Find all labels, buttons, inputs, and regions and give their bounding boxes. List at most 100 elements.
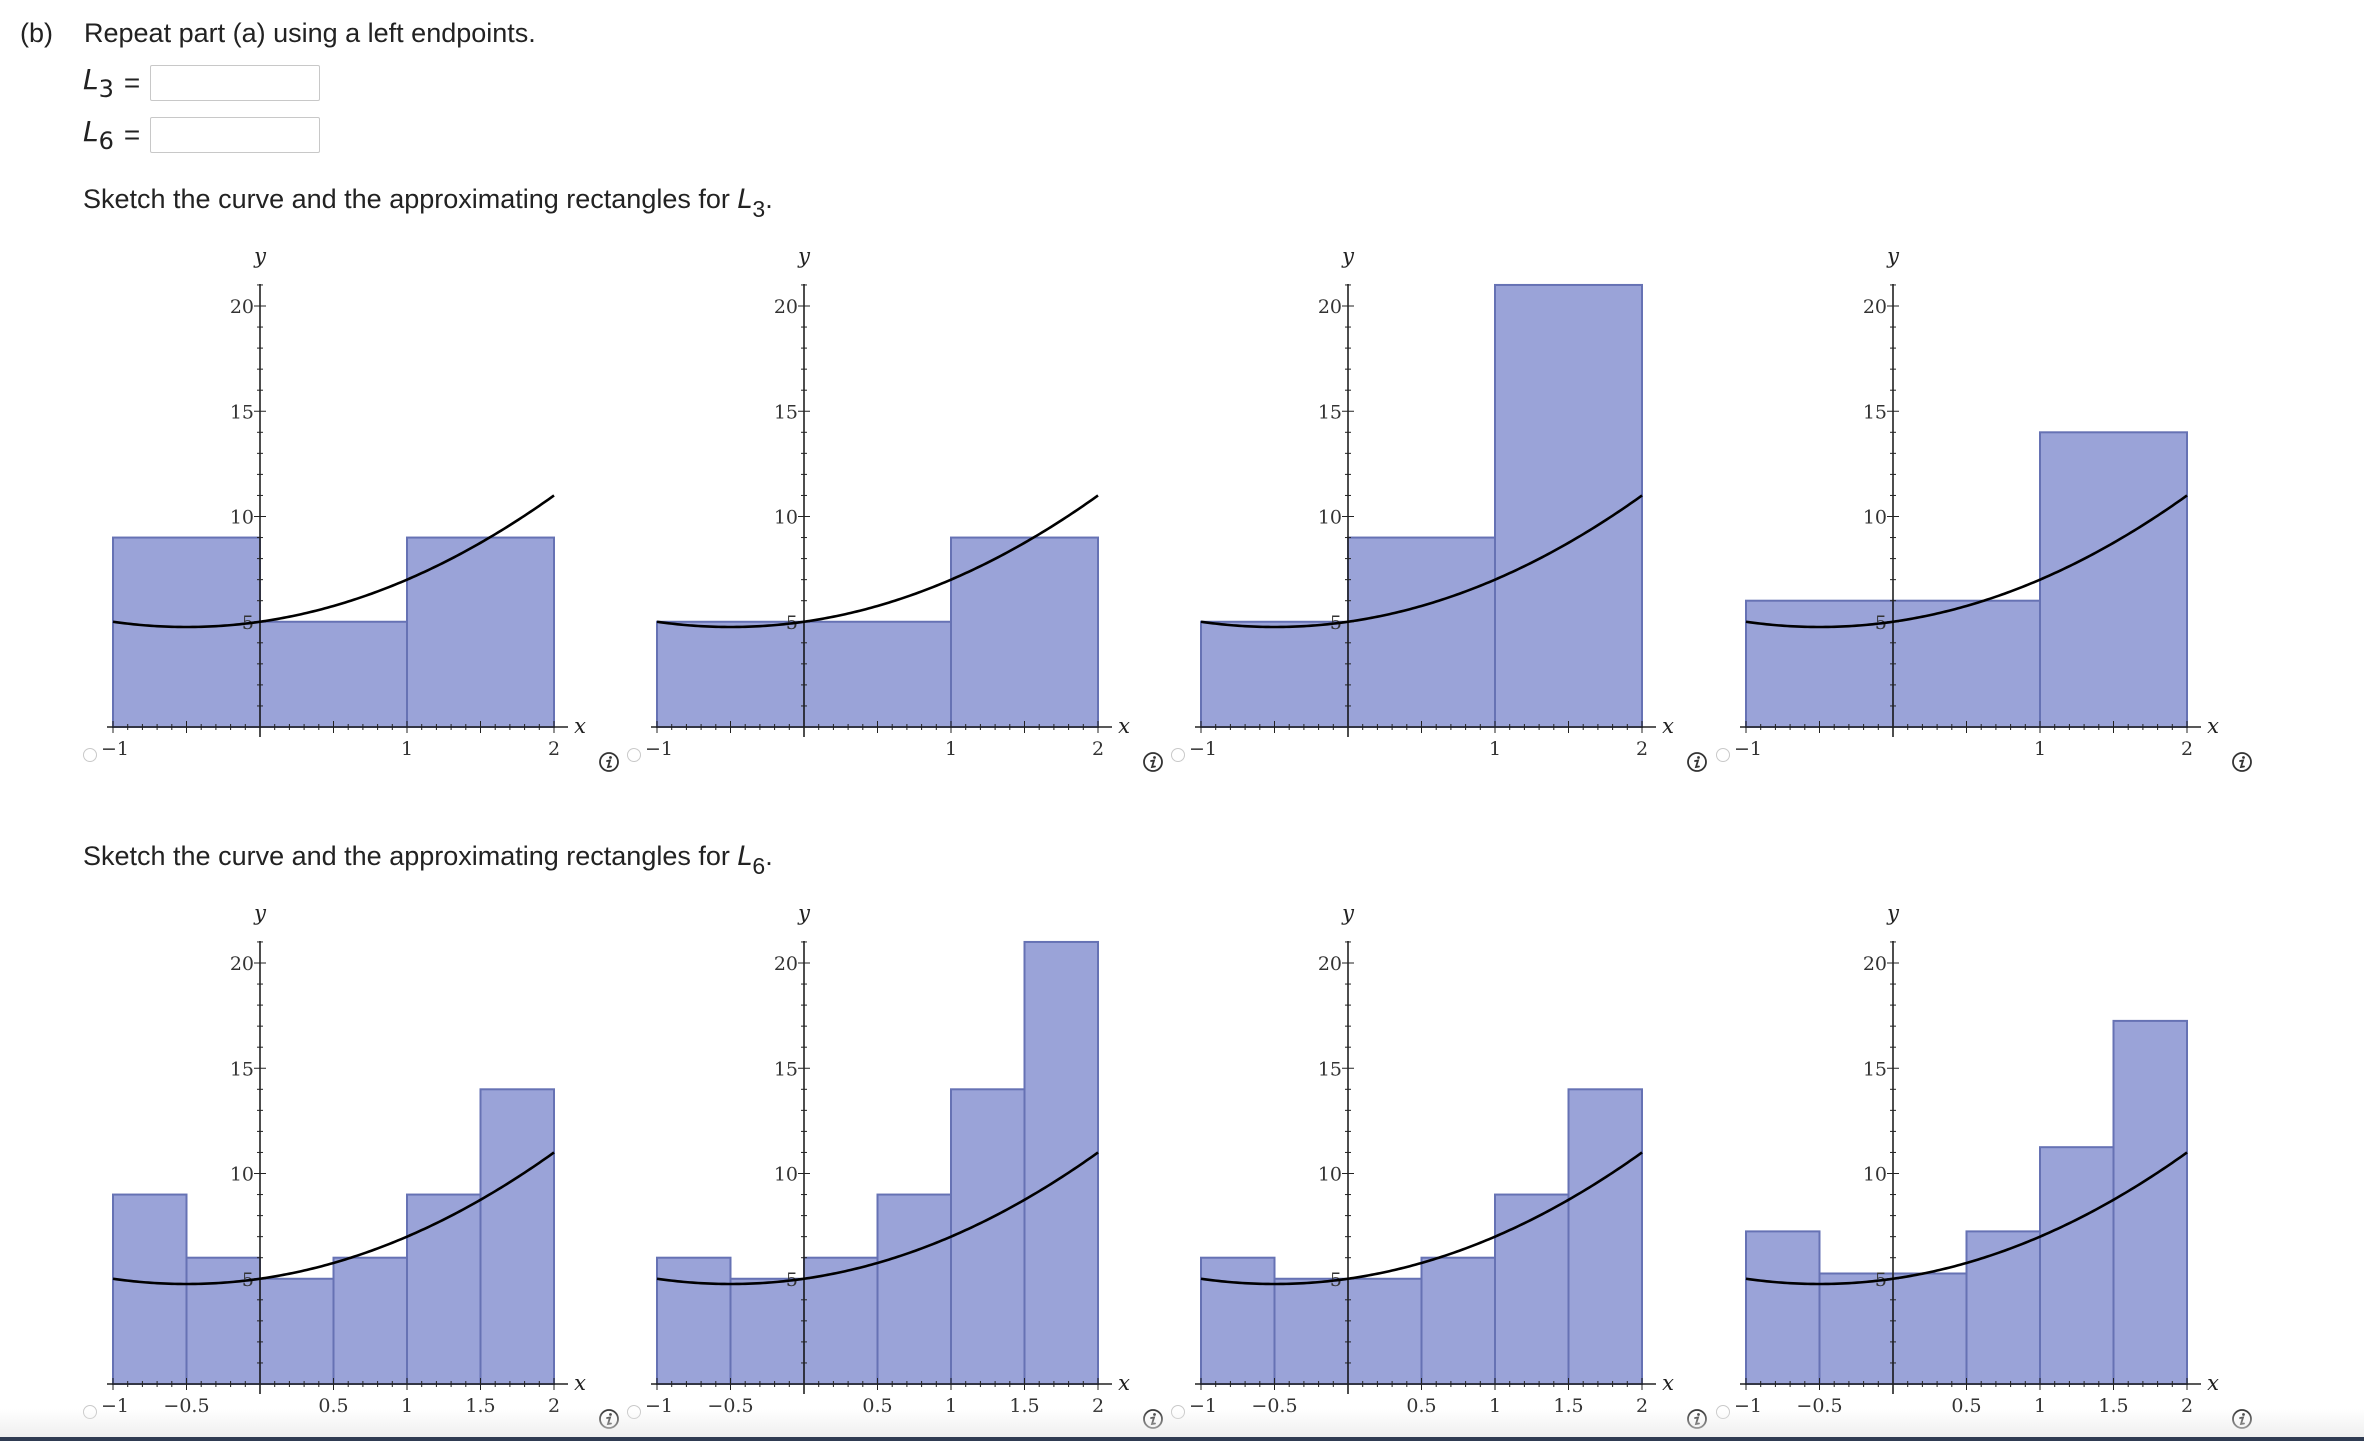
radio-l3-option-4[interactable] xyxy=(1716,748,1730,762)
y-tick-label: 10 xyxy=(230,1164,254,1186)
function-curve xyxy=(112,494,555,629)
x-tick-label: 2 xyxy=(1092,738,1104,760)
equals-sign: = xyxy=(123,119,141,150)
function-curve xyxy=(1200,1151,1643,1286)
function-curve xyxy=(656,1151,1099,1286)
function-curve xyxy=(656,494,1099,629)
info-icon[interactable] xyxy=(598,751,620,773)
approx-rect xyxy=(803,620,952,728)
x-tick-label: 1 xyxy=(1489,738,1501,760)
approx-rect xyxy=(950,536,1099,728)
info-icon[interactable] xyxy=(1142,1408,1164,1430)
approx-rect xyxy=(259,620,408,728)
approx-rect xyxy=(656,1256,732,1386)
part-label: (b) xyxy=(20,18,53,48)
y-tick-label: 15 xyxy=(1318,401,1342,423)
x-axis-label: x xyxy=(1118,714,1130,738)
y-tick-label: 20 xyxy=(774,296,798,318)
l3-answer-input[interactable] xyxy=(150,65,321,101)
equals-sign: = xyxy=(123,67,141,98)
approx-rect xyxy=(1273,1277,1349,1385)
x-tick-label: 0.5 xyxy=(1406,1395,1436,1417)
answer-row-l3: L3 = xyxy=(83,63,321,103)
function-curve xyxy=(1200,494,1643,629)
l6-answer-input[interactable] xyxy=(150,117,321,153)
y-tick-label: 10 xyxy=(1863,507,1887,529)
bottom-bar xyxy=(0,1437,2364,1441)
x-tick-label: −1 xyxy=(645,738,673,760)
x-tick-label: 2 xyxy=(1636,1395,1648,1417)
x-tick-label: 1 xyxy=(945,738,957,760)
x-tick-label: −0.5 xyxy=(1251,1395,1297,1417)
approx-rect xyxy=(1892,599,2041,729)
y-tick-label: 20 xyxy=(1318,953,1342,975)
x-axis-label: x xyxy=(1662,1371,1674,1395)
x-tick-label: 1 xyxy=(945,1395,957,1417)
y-axis-label: y xyxy=(1341,244,1355,268)
approx-rect xyxy=(479,1088,555,1386)
x-tick-label: 1.5 xyxy=(465,1395,495,1417)
y-axis-label: y xyxy=(1886,244,1900,268)
approx-rect xyxy=(112,1193,188,1385)
y-axis-label: y xyxy=(797,244,811,268)
y-axis-label: y xyxy=(253,244,267,268)
approx-rect xyxy=(950,1088,1026,1386)
x-axis-label: x xyxy=(1662,714,1674,738)
x-tick-label: −1 xyxy=(101,1395,129,1417)
radio-l3-option-2[interactable] xyxy=(627,748,641,762)
radio-l3-option-1[interactable] xyxy=(83,748,97,762)
info-icon[interactable] xyxy=(1142,751,1164,773)
sketch-prompt-l3: Sketch the curve and the approximating r… xyxy=(83,184,773,222)
radio-l6-option-2[interactable] xyxy=(627,1405,641,1419)
info-icon[interactable] xyxy=(1686,751,1708,773)
x-tick-label: −0.5 xyxy=(707,1395,753,1417)
info-icon[interactable] xyxy=(598,1408,620,1430)
y-tick-label: 20 xyxy=(1318,296,1342,318)
x-axis-label: x xyxy=(2207,714,2219,738)
x-axis-label: x xyxy=(2207,1371,2219,1395)
y-tick-label: 15 xyxy=(1863,401,1887,423)
approx-rect xyxy=(1745,599,1894,729)
x-tick-label: 0.5 xyxy=(318,1395,348,1417)
y-tick-label: 20 xyxy=(1863,953,1887,975)
y-axis-label: y xyxy=(253,901,267,925)
radio-l6-option-3[interactable] xyxy=(1171,1405,1185,1419)
y-tick-label: 15 xyxy=(774,1058,798,1080)
info-icon[interactable] xyxy=(1686,1408,1708,1430)
y-tick-label: 20 xyxy=(774,953,798,975)
approx-rect xyxy=(1420,1256,1496,1386)
x-tick-label: 1.5 xyxy=(1009,1395,1039,1417)
x-tick-label: 1 xyxy=(401,1395,413,1417)
x-tick-label: −1 xyxy=(1189,738,1217,760)
approx-rect xyxy=(1745,1230,1821,1386)
x-axis-label: x xyxy=(574,714,586,738)
x-tick-label: 0.5 xyxy=(862,1395,892,1417)
approx-rect xyxy=(656,620,805,728)
approx-rect xyxy=(2039,1146,2115,1385)
y-tick-label: 20 xyxy=(230,953,254,975)
x-tick-label: −0.5 xyxy=(163,1395,209,1417)
info-icon[interactable] xyxy=(2231,751,2253,773)
x-tick-label: 2 xyxy=(1092,1395,1104,1417)
x-tick-label: −0.5 xyxy=(1796,1395,1842,1417)
y-tick-label: 15 xyxy=(230,401,254,423)
y-tick-label: 10 xyxy=(1863,1164,1887,1186)
radio-l6-option-1[interactable] xyxy=(83,1405,97,1419)
approx-rect xyxy=(1892,1272,1968,1385)
approx-rect xyxy=(1494,283,1643,728)
radio-l3-option-3[interactable] xyxy=(1171,748,1185,762)
y-axis-label: y xyxy=(797,901,811,925)
x-tick-label: 2 xyxy=(548,738,560,760)
function-curve xyxy=(1745,494,2188,629)
info-icon[interactable] xyxy=(2231,1408,2253,1430)
x-tick-label: 1.5 xyxy=(1553,1395,1583,1417)
radio-l6-option-4[interactable] xyxy=(1716,1405,1730,1419)
x-tick-label: 1 xyxy=(2034,738,2046,760)
approx-rect xyxy=(1023,940,1099,1385)
x-tick-label: 0.5 xyxy=(1951,1395,1981,1417)
